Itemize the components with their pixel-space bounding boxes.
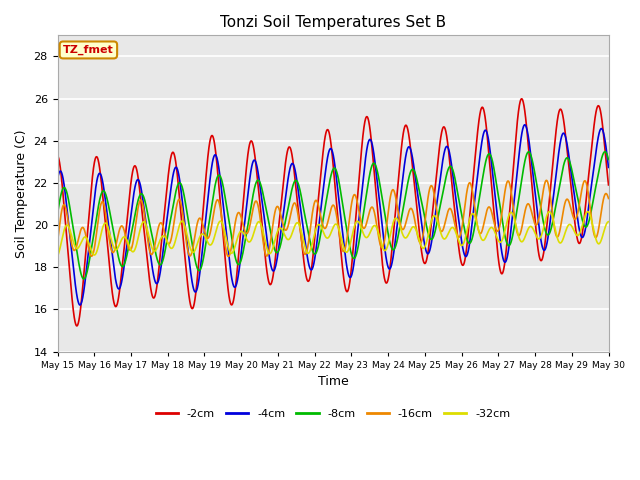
-4cm <box>54 176 61 182</box>
-8cm <box>534 191 542 197</box>
-4cm <box>289 161 297 167</box>
-2cm <box>518 96 525 102</box>
Line: -2cm: -2cm <box>58 99 609 326</box>
Legend: -2cm, -4cm, -8cm, -16cm, -32cm: -2cm, -4cm, -8cm, -16cm, -32cm <box>151 405 515 423</box>
-4cm <box>265 252 273 258</box>
-16cm <box>605 195 612 201</box>
-2cm <box>54 153 61 158</box>
-2cm <box>535 251 543 256</box>
-8cm <box>265 220 273 226</box>
-16cm <box>534 217 542 223</box>
-2cm <box>605 182 612 188</box>
-4cm <box>521 122 529 128</box>
-2cm <box>149 295 157 300</box>
-8cm <box>601 149 609 155</box>
-4cm <box>605 165 612 170</box>
-16cm <box>543 178 550 183</box>
-8cm <box>289 183 297 189</box>
-8cm <box>149 239 157 244</box>
-32cm <box>584 209 591 215</box>
-32cm <box>116 240 124 245</box>
Line: -8cm: -8cm <box>58 152 609 279</box>
Y-axis label: Soil Temperature (C): Soil Temperature (C) <box>15 129 28 258</box>
-16cm <box>116 225 124 230</box>
Line: -16cm: -16cm <box>58 180 609 256</box>
-4cm <box>535 221 543 227</box>
-8cm <box>80 276 88 282</box>
-32cm <box>605 219 612 225</box>
-32cm <box>594 240 602 246</box>
-2cm <box>594 103 602 108</box>
Line: -4cm: -4cm <box>58 125 609 305</box>
-16cm <box>225 253 232 259</box>
-8cm <box>54 211 61 216</box>
-16cm <box>289 203 297 208</box>
-2cm <box>289 158 297 164</box>
X-axis label: Time: Time <box>317 375 348 388</box>
-16cm <box>54 239 61 245</box>
Line: -32cm: -32cm <box>58 212 609 256</box>
Title: Tonzi Soil Temperatures Set B: Tonzi Soil Temperatures Set B <box>220 15 446 30</box>
-2cm <box>116 279 124 285</box>
-16cm <box>149 250 157 255</box>
-4cm <box>116 283 124 289</box>
-32cm <box>54 253 61 259</box>
-16cm <box>265 248 273 253</box>
-16cm <box>594 229 602 235</box>
-4cm <box>594 135 602 141</box>
-2cm <box>73 323 81 329</box>
-8cm <box>594 174 602 180</box>
-8cm <box>605 156 612 162</box>
-32cm <box>534 236 542 241</box>
-8cm <box>116 262 124 267</box>
-4cm <box>149 271 157 276</box>
-4cm <box>76 302 84 308</box>
Text: TZ_fmet: TZ_fmet <box>63 45 114 55</box>
-32cm <box>149 247 157 253</box>
-2cm <box>265 280 273 286</box>
-32cm <box>289 229 296 235</box>
-32cm <box>265 250 273 256</box>
